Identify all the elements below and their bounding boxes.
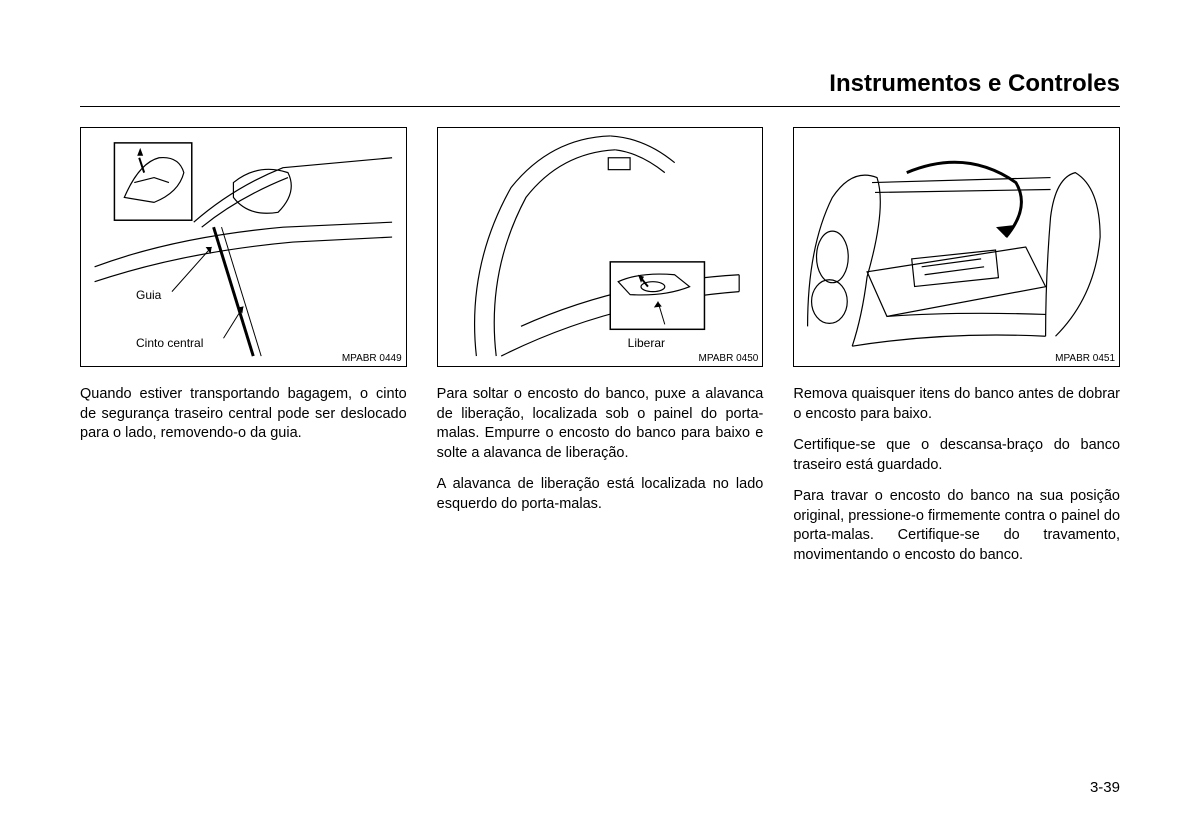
col3-para-1: Remova quaisquer itens do banco antes de… <box>793 385 1120 424</box>
figure-1-svg <box>81 128 406 366</box>
figure-2-svg <box>438 128 763 366</box>
header-title: Instrumentos e Controles <box>829 70 1120 97</box>
figure-2-label-liberar: Liberar <box>628 336 665 350</box>
figure-2-code: MPABR 0450 <box>699 353 759 364</box>
figure-2: Liberar MPABR 0450 <box>437 127 764 367</box>
figure-1: Guia Cinto central MPABR 0449 <box>80 127 407 367</box>
figure-3-code: MPABR 0451 <box>1055 353 1115 364</box>
figure-3: MPABR 0451 <box>793 127 1120 367</box>
figure-3-svg <box>794 128 1119 366</box>
figure-1-label-guia: Guia <box>136 288 161 302</box>
col2-para-2: A alavanca de liberação está localizada … <box>437 475 764 514</box>
figure-1-code: MPABR 0449 <box>342 353 402 364</box>
col1-para-1: Quando estiver transportando bagagem, o … <box>80 385 407 444</box>
col3-para-2: Certifique-se que o descansa-braço do ba… <box>793 436 1120 475</box>
content-columns: Guia Cinto central MPABR 0449 Quando est… <box>80 127 1120 578</box>
page-number: 3-39 <box>1090 779 1120 796</box>
col2-para-1: Para soltar o encosto do banco, puxe a a… <box>437 385 764 463</box>
column-3: MPABR 0451 Remova quaisquer itens do ban… <box>793 127 1120 578</box>
figure-1-label-cinto: Cinto central <box>136 336 203 350</box>
section-header: Instrumentos e Controles <box>80 70 1120 107</box>
column-2: Liberar MPABR 0450 Para soltar o encosto… <box>437 127 764 578</box>
column-1: Guia Cinto central MPABR 0449 Quando est… <box>80 127 407 578</box>
col3-para-3: Para travar o encosto do banco na sua po… <box>793 487 1120 565</box>
